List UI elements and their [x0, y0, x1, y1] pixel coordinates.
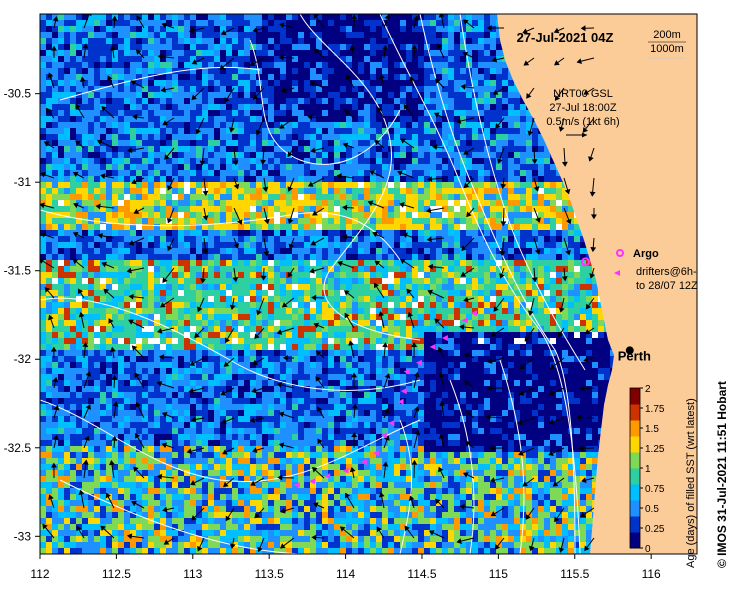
x-tick-label: 113.5 [255, 567, 284, 581]
x-tick-label: 112 [30, 567, 49, 581]
y-tick-label: -30.5 [4, 87, 32, 101]
y-tick-label: -31.5 [4, 264, 32, 278]
colorbar-segment [630, 420, 640, 437]
colorbar-tick-label: 0.5 [645, 504, 659, 515]
colorbar-tick-label: 1.75 [645, 404, 665, 415]
colorbar-tick-label: 1.25 [645, 444, 665, 455]
x-tick-label: 114 [336, 567, 355, 581]
map-title: 27-Jul-2021 04Z [517, 30, 614, 45]
x-tick-label: 113 [183, 567, 202, 581]
x-axis: 112 112.5 113 113.5 114 114.5 115 115.5 116 [30, 554, 661, 581]
y-tick-label: -32.5 [4, 441, 32, 455]
y-axis: -30.5 -31 -31.5 -32 -32.5 -33 [4, 87, 40, 544]
colorbar-tick-label: 0.25 [645, 524, 665, 535]
colorbar-segment [630, 532, 640, 549]
drifters-label-line2: to 28/07 12Z [636, 280, 698, 292]
x-tick-label: 115 [489, 567, 508, 581]
current-time-label: 27-Jul 18:00Z [549, 102, 617, 114]
colorbar-segment [630, 500, 640, 517]
argo-label: Argo [633, 248, 659, 260]
colorbar-tick-label: 2 [645, 384, 651, 395]
y-tick-label: -32 [14, 352, 32, 366]
drifters-label-line1: drifters@6h- [636, 266, 697, 278]
y-tick-label: -33 [14, 529, 32, 543]
colorbar-segment [630, 404, 640, 421]
y-tick-label: -31 [14, 175, 32, 189]
credit-label: © IMOS 31-Jul-2021 11:51 Hobart [715, 381, 729, 568]
perth-label: Perth [618, 348, 651, 363]
current-source-label: NRT00 GSL [553, 88, 613, 100]
contour-legend-200m: 200m [653, 29, 681, 41]
colorbar-label: Age (days) of filled SST (wrt latest) [685, 398, 697, 568]
x-tick-label: 112.5 [102, 567, 131, 581]
x-tick-label: 114.5 [407, 567, 436, 581]
x-tick-label: 116 [642, 567, 661, 581]
x-tick-label: 115.5 [560, 567, 589, 581]
colorbar-segment [630, 388, 640, 405]
colorbar-tick-label: 1 [645, 464, 651, 475]
colorbar-segment [630, 516, 640, 533]
current-scale-label: 0.5m/s (1kt 6h) [546, 116, 619, 128]
colorbar-tick-label: 0 [645, 544, 651, 555]
colorbar-tick-label: 0.75 [645, 484, 665, 495]
colorbar-segment [630, 452, 640, 469]
colorbar-segment [630, 436, 640, 453]
colorbar-segment [630, 468, 640, 485]
contour-legend-1000m: 1000m [650, 43, 684, 55]
colorbar-segment [630, 484, 640, 501]
colorbar-tick-label: 1.5 [645, 424, 659, 435]
